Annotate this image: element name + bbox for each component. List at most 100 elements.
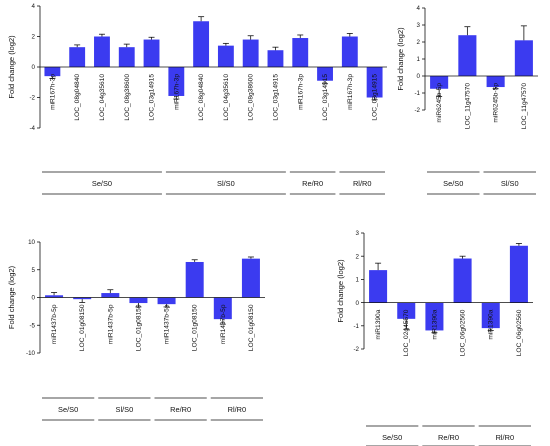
bar — [397, 302, 416, 319]
category-label: LOC_03g14915 — [149, 74, 156, 121]
y-tick-label: 0 — [356, 300, 360, 307]
bar — [430, 76, 449, 89]
y-tick-label: 10 — [28, 239, 35, 246]
category-label: miR167h-3p — [173, 74, 180, 110]
y-axis-title: Fold change (log2) — [7, 265, 16, 329]
category-label: LOC_11g47570 — [464, 83, 471, 129]
group-label: Rl/R0 — [228, 405, 246, 414]
category-label: LOC_06g02560 — [516, 309, 523, 356]
y-tick-label: -4 — [29, 125, 35, 132]
chart-panel-1: -4 -2 0 2 4 Fold change (log2) miR167h-3p LOC_0… — [7, 3, 387, 195]
category-label: miR167h-3p — [49, 74, 56, 110]
bar — [94, 36, 110, 67]
group-label: Sl/S0 — [217, 179, 235, 188]
bar — [369, 270, 388, 303]
category-label: LOC_11g47570 — [521, 83, 528, 129]
category-label: miR6245b-5p — [436, 83, 443, 123]
group-label: Rl/R0 — [353, 179, 371, 188]
chart-panel-2: -2 -1 0 1 2 3 4 Fold change (log2) miR6245b-5p LO… — [396, 5, 538, 195]
bar — [44, 67, 61, 77]
group-label: Re/R0 — [170, 405, 191, 414]
group-label: Sl/S0 — [501, 179, 519, 188]
category-label: miR1437b-5p — [164, 304, 171, 344]
category-label: LOC_03g14915 — [322, 74, 329, 121]
chart-panel-3: -10 -5 0 5 10 Fold change (log2) miR1437b-5p LO… — [7, 239, 265, 421]
category-label: LOC_01g08150 — [135, 304, 142, 351]
y-tick-label: 0 — [32, 64, 36, 71]
y-tick-label: -2 — [29, 95, 35, 102]
category-label: LOC_08g38600 — [248, 74, 255, 121]
y-tick-label: -5 — [29, 322, 35, 329]
bar — [157, 297, 176, 305]
category-label: miR1437b-5p — [51, 304, 58, 344]
bar — [509, 245, 528, 303]
category-label: LOC_04g35610 — [223, 74, 230, 121]
bar — [118, 47, 135, 67]
category-label: LOC_03g14915 — [372, 74, 379, 121]
y-tick-label: 3 — [356, 230, 360, 237]
group-label: Re/R0 — [302, 179, 323, 188]
bar — [481, 302, 500, 329]
category-label: miR1437b-5p — [107, 304, 114, 344]
bar — [129, 297, 148, 304]
category-label: miR167h-3p — [347, 74, 354, 110]
group-label: Se/S0 — [92, 179, 112, 188]
category-label: miR1437b-5p — [220, 304, 227, 344]
category-label: miR167h-3p — [297, 74, 304, 110]
bar — [366, 67, 383, 98]
y-tick-label: -1 — [353, 323, 359, 330]
bar — [453, 258, 472, 303]
y-tick-label: 0 — [417, 73, 421, 80]
y-tick-label: 0 — [32, 295, 36, 302]
bar — [213, 297, 232, 320]
bar — [193, 21, 210, 67]
chart-panel-4: -2 -1 0 1 2 3 Fold change (log2) miR1390a LOC_02… — [336, 230, 533, 446]
bar — [267, 50, 284, 67]
group-label: Sl/S0 — [116, 405, 134, 414]
y-axis-title: Fold change (log2) — [336, 259, 345, 323]
bar — [69, 47, 86, 67]
group-label: Se/S0 — [382, 433, 402, 442]
y-axis-title: Fold change (log2) — [396, 27, 405, 91]
bar — [317, 67, 333, 81]
bar — [73, 297, 92, 300]
bar — [292, 38, 309, 67]
bar — [241, 258, 260, 298]
y-tick-label: 2 — [417, 39, 421, 46]
group-label: Se/S0 — [58, 405, 78, 414]
category-label: LOC_08g04840 — [74, 74, 81, 121]
bar — [217, 45, 234, 67]
y-tick-label: -2 — [414, 107, 420, 114]
y-tick-label: -10 — [26, 350, 36, 357]
y-tick-label: -2 — [353, 346, 359, 353]
y-axis-title: Fold change (log2) — [7, 35, 16, 99]
category-label: LOC_01g08150 — [192, 304, 199, 351]
y-tick-label: 2 — [32, 34, 36, 41]
group-label: Re/R0 — [438, 433, 459, 442]
y-tick-label: 3 — [417, 22, 421, 29]
category-label: LOC_08g38600 — [124, 74, 131, 121]
category-label: miR1390a — [431, 309, 438, 339]
category-label: LOC_01g08150 — [79, 304, 86, 351]
bar — [425, 302, 444, 331]
category-label: LOC_04g35610 — [99, 74, 106, 121]
bar — [45, 295, 64, 298]
bar — [101, 293, 120, 298]
y-tick-label: 4 — [417, 5, 421, 12]
category-label: miR6245b-5p — [493, 83, 500, 123]
category-label: miR1390a — [375, 309, 382, 339]
y-tick-label: 1 — [417, 56, 421, 63]
bar — [514, 40, 533, 76]
y-tick-label: 2 — [356, 253, 360, 260]
category-label: miR1390a — [488, 309, 495, 339]
category-label: LOC_01g08150 — [248, 304, 255, 351]
category-label: LOC_02g45570 — [403, 309, 410, 356]
bar — [185, 261, 204, 298]
bar — [458, 35, 477, 76]
category-label: LOC_08g04840 — [198, 74, 205, 121]
bar — [242, 39, 259, 67]
group-label: Rl/R0 — [496, 433, 514, 442]
group-label: Se/S0 — [443, 179, 463, 188]
bar — [168, 67, 185, 96]
